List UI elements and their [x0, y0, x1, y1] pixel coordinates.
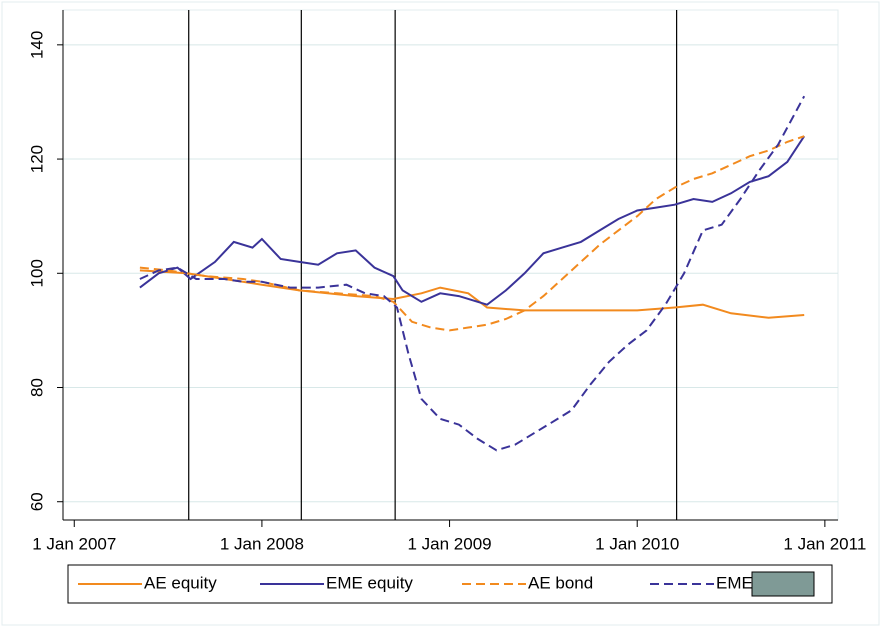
event-lines [188, 10, 678, 520]
y-tick-label: 120 [27, 145, 46, 173]
x-tick-label: 1 Jan 2010 [595, 534, 679, 553]
plot-region [62, 9, 839, 521]
legend-swatch [751, 571, 815, 597]
legend-label: AE bond [528, 573, 593, 592]
y-tick-label: 140 [27, 31, 46, 59]
y-tick-label: 60 [27, 492, 46, 511]
y-tick-label: 80 [27, 378, 46, 397]
legend-label: EME equity [326, 573, 413, 592]
series-line [139, 135, 806, 306]
series-lines [139, 95, 806, 452]
legend-label: AE equity [144, 573, 217, 592]
x-tick-label: 1 Jan 2007 [32, 534, 116, 553]
series-line [139, 135, 805, 332]
x-tick-label: 1 Jan 2008 [220, 534, 304, 553]
x-tick-label: 1 Jan 2011 [783, 534, 866, 553]
x-tick-label: 1 Jan 2009 [407, 534, 491, 553]
axes: 60 80 100 120 140 1 Jan 2007 1 Jan 2008 1 Jan 2… [27, 31, 866, 554]
series-line [139, 95, 806, 452]
y-tick-label: 100 [27, 259, 46, 287]
legend [67, 564, 833, 604]
